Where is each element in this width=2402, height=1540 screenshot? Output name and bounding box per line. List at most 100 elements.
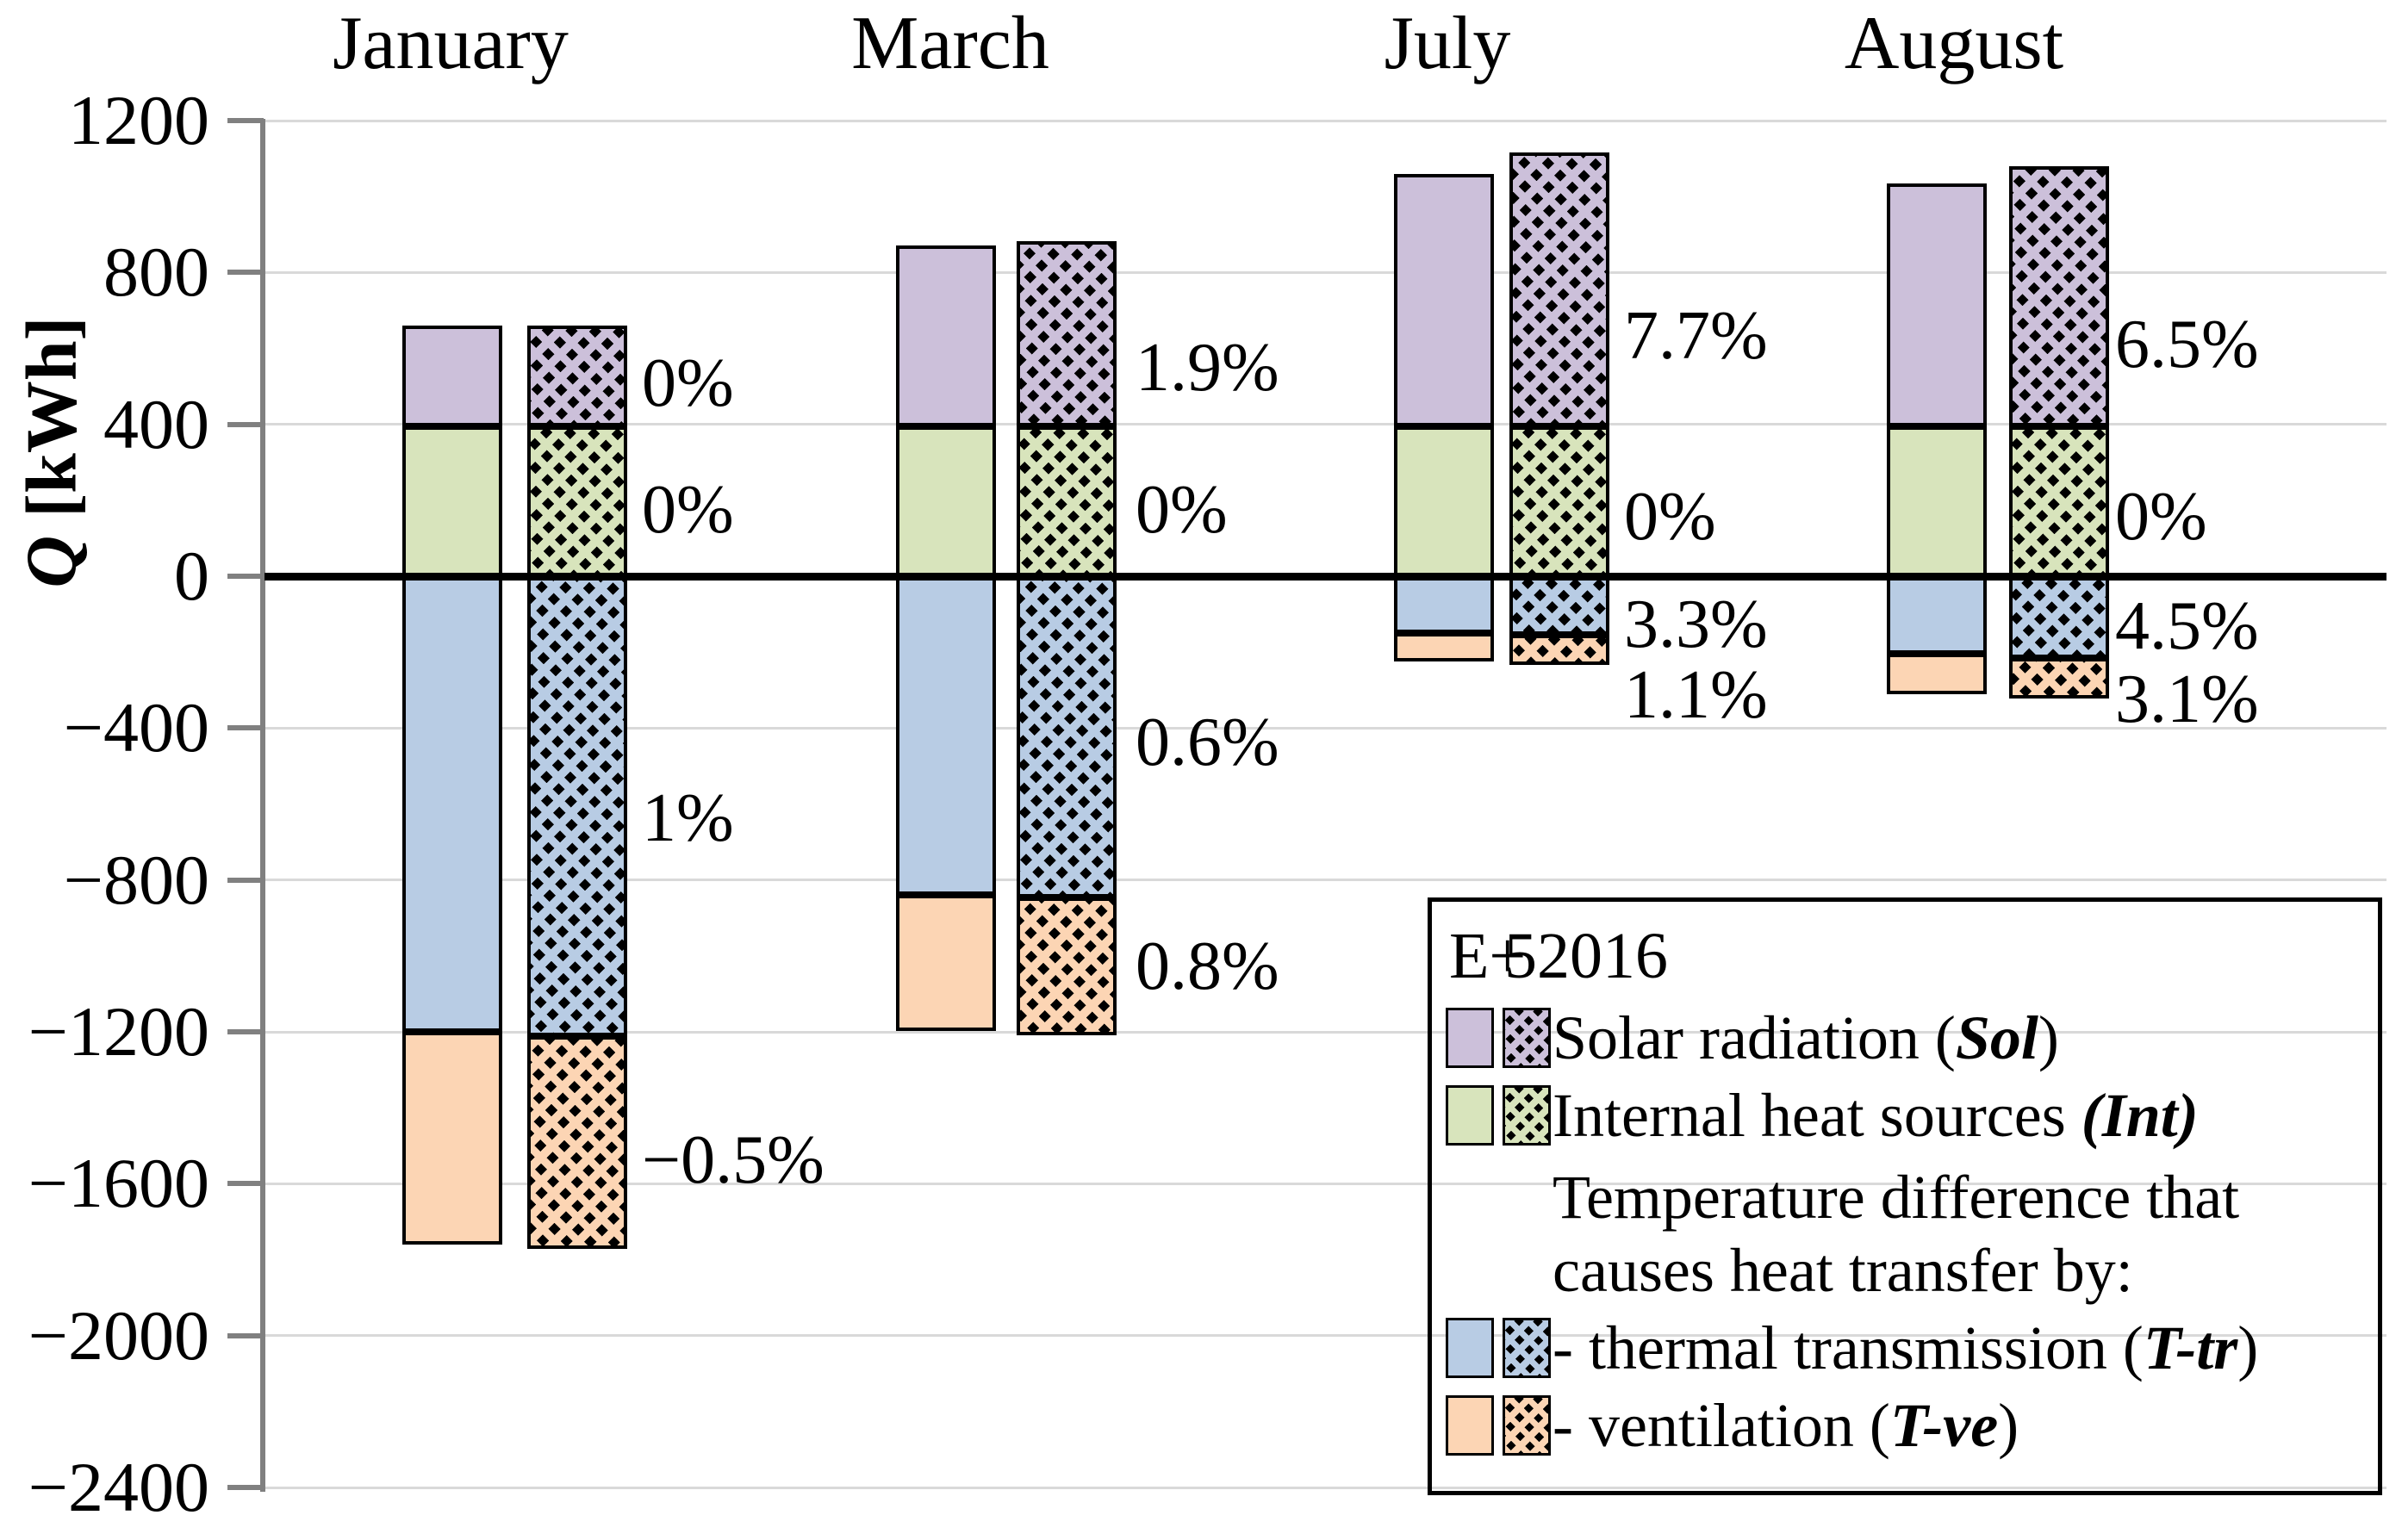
- bar-segment-march-52016-Int: [1017, 425, 1117, 576]
- gridline--1200: [264, 1030, 2386, 1034]
- bar-segment-july-52016-T-tr: [1509, 576, 1609, 636]
- bar-segment-january-E+-Int: [402, 425, 502, 576]
- y-tick-label: −2400: [28, 1448, 209, 1526]
- y-axis-tick: [227, 725, 264, 731]
- y-tick-label: 0: [174, 537, 209, 615]
- bar-segment-march-52016-T-ve: [1017, 897, 1117, 1035]
- legend-header-eplus: E+: [1449, 920, 1527, 992]
- bar-segment-march-52016-Sol: [1017, 241, 1117, 426]
- diff-label-august-Int: 0%: [2115, 479, 2207, 555]
- diff-label-march-Sol: 1.9%: [1136, 330, 1279, 406]
- legend-note-line1: Temperature difference that: [1553, 1163, 2240, 1232]
- bar-segment-august-E+-T-tr: [1887, 576, 1987, 655]
- y-tick-label: 1200: [68, 81, 209, 159]
- diff-label-march-Int: 0%: [1136, 472, 1228, 548]
- bar-segment-august-E+-Sol: [1887, 183, 1987, 426]
- month-title-july: July: [1384, 2, 1511, 85]
- bar-segment-january-E+-Sol: [402, 326, 502, 426]
- legend-header-52016: 52016: [1504, 920, 1668, 992]
- diff-label-march-T-ve: 0.8%: [1136, 928, 1279, 1004]
- legend-swatch-transmission-hatched: [1503, 1318, 1551, 1378]
- diff-label-july-T-ve: 1.1%: [1624, 657, 1768, 733]
- gridline-400: [264, 423, 2386, 426]
- legend-swatch-transmission-solid: [1446, 1318, 1494, 1378]
- bar-segment-august-52016-T-ve: [2009, 657, 2109, 699]
- diff-label-july-T-tr: 3.3%: [1624, 587, 1768, 662]
- legend-label-ventilation: - ventilation (T-ve): [1553, 1391, 2019, 1460]
- diff-label-march-T-tr: 0.6%: [1136, 705, 1279, 780]
- y-tick-label: −1600: [28, 1144, 209, 1223]
- y-axis-line: [260, 119, 265, 1492]
- bar-segment-january-52016-T-ve: [527, 1036, 627, 1250]
- y-tick-label: −2000: [28, 1295, 209, 1375]
- legend-label-internal: Internal heat sources (Int): [1553, 1081, 2199, 1150]
- gridline-800: [264, 270, 2386, 274]
- bar-segment-august-52016-Sol: [2009, 165, 2109, 426]
- y-axis-tick: [227, 1181, 264, 1187]
- legend-swatch-internal-solid: [1446, 1085, 1494, 1146]
- diff-label-january-T-tr: 1%: [642, 780, 734, 856]
- diff-label-july-Int: 0%: [1624, 479, 1716, 555]
- bar-segment-january-E+-T-ve: [402, 1032, 502, 1245]
- y-axis-tick: [227, 1029, 264, 1034]
- bar-segment-march-E+-Int: [896, 425, 996, 576]
- bar-segment-january-E+-T-tr: [402, 576, 502, 1032]
- y-tick-label: −400: [63, 688, 209, 767]
- bar-segment-january-52016-Sol: [527, 326, 627, 426]
- bar-segment-august-E+-T-ve: [1887, 654, 1987, 694]
- month-title-march: March: [851, 2, 1049, 85]
- legend-label-transmission: - thermal transmission (T-tr): [1553, 1313, 2259, 1382]
- legend: E+ 52016 Solar radiation (Sol) Internal …: [1428, 897, 2382, 1495]
- legend-swatch-internal-hatched: [1503, 1085, 1551, 1146]
- gridline--1600: [264, 1182, 2386, 1185]
- y-tick-label: 800: [103, 233, 209, 312]
- bar-segment-july-52016-Sol: [1509, 152, 1609, 426]
- y-axis-tick: [227, 877, 264, 883]
- bar-segment-august-52016-Int: [2009, 425, 2109, 576]
- legend-swatch-solar-hatched: [1503, 1008, 1551, 1068]
- y-tick-label: −1200: [28, 992, 209, 1071]
- bar-segment-july-52016-T-ve: [1509, 635, 1609, 665]
- gridline--400: [264, 726, 2386, 730]
- bar-segment-august-52016-T-tr: [2009, 576, 2109, 658]
- legend-swatch-solar-solid: [1446, 1008, 1494, 1068]
- gridline-1200: [264, 119, 2386, 122]
- bar-segment-january-52016-T-tr: [527, 576, 627, 1037]
- bar-segment-march-E+-Sol: [896, 245, 996, 426]
- bar-segment-july-E+-T-ve: [1394, 633, 1494, 662]
- gridline--2400: [264, 1486, 2386, 1489]
- bar-segment-january-52016-Int: [527, 425, 627, 576]
- bar-segment-july-E+-Sol: [1394, 173, 1494, 426]
- y-tick-label: 400: [103, 384, 209, 463]
- month-title-january: January: [333, 2, 569, 85]
- legend-swatch-ventilation-solid: [1446, 1395, 1494, 1456]
- y-axis-tick: [227, 574, 264, 579]
- bar-segment-august-E+-Int: [1887, 425, 1987, 576]
- gridline--2000: [264, 1334, 2386, 1338]
- diff-label-january-Int: 0%: [642, 472, 734, 548]
- legend-note-line2: causes heat transfer by:: [1553, 1236, 2133, 1305]
- bar-segment-july-52016-Int: [1509, 425, 1609, 576]
- diff-label-july-Sol: 7.7%: [1624, 298, 1768, 374]
- diff-label-august-T-tr: 4.5%: [2115, 588, 2259, 664]
- bar-segment-march-E+-T-ve: [896, 895, 996, 1032]
- diff-label-january-Sol: 0%: [642, 345, 734, 421]
- gridline--800: [264, 879, 2386, 882]
- diff-label-january-T-ve: −0.5%: [642, 1122, 825, 1198]
- legend-label-solar: Solar radiation (Sol): [1553, 1003, 2059, 1072]
- zero-line: [264, 572, 2386, 581]
- y-axis-tick: [227, 270, 264, 276]
- month-title-august: August: [1844, 2, 2064, 85]
- y-axis-tick: [227, 1485, 264, 1490]
- bar-segment-march-E+-T-tr: [896, 576, 996, 896]
- bar-segment-july-E+-T-tr: [1394, 576, 1494, 634]
- y-axis-tick: [227, 118, 264, 123]
- legend-swatch-ventilation-hatched: [1503, 1395, 1551, 1456]
- y-axis-tick: [227, 1332, 264, 1338]
- diff-label-august-Sol: 6.5%: [2115, 307, 2259, 382]
- bar-segment-march-52016-T-tr: [1017, 576, 1117, 897]
- bar-segment-july-E+-Int: [1394, 425, 1494, 576]
- y-axis-tick: [227, 421, 264, 427]
- y-tick-label: −800: [63, 840, 209, 919]
